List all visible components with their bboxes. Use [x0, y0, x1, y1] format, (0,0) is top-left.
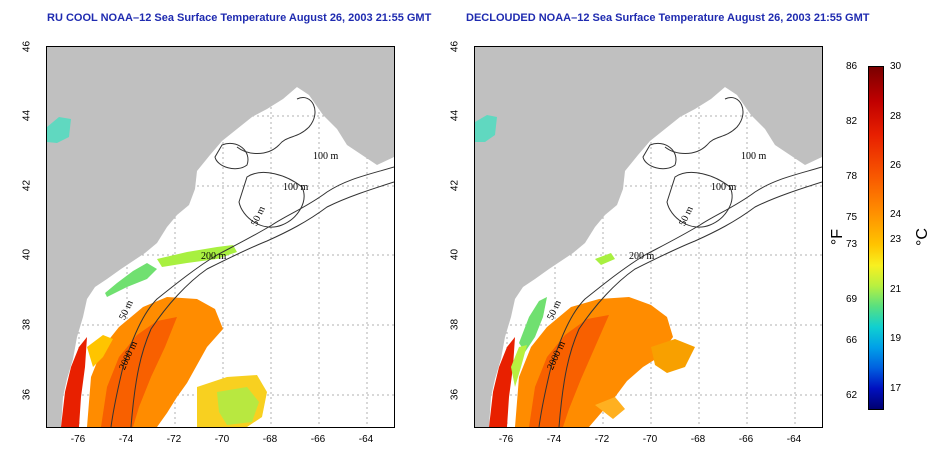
lat-label: 44: [449, 109, 461, 122]
right-sst-map: 100 m 100 m 50 m 200 m 50 m 2000 m: [474, 46, 823, 428]
f-tick: 73: [846, 239, 858, 250]
left-map-title: RU COOL NOAA–12 Sea Surface Temperature …: [47, 12, 432, 24]
celsius-unit-label: °C: [913, 228, 931, 246]
left-map-graphic: 100 m 100 m 50 m 200 m 50 m 2000 m: [47, 47, 394, 427]
lat-label: 42: [449, 179, 461, 192]
lat-label: 44: [21, 109, 33, 122]
lon-label: -64: [786, 434, 802, 445]
contour-label-100m-a: 100 m: [741, 151, 767, 162]
lat-label: 42: [21, 179, 33, 192]
contour-label-200m: 200 m: [629, 251, 655, 262]
c-tick: 24: [890, 209, 902, 220]
contour-label-50m-a: 50 m: [249, 204, 268, 227]
lon-label: -66: [310, 434, 326, 445]
f-tick: 62: [846, 390, 858, 401]
lon-label: -68: [690, 434, 706, 445]
f-tick: 66: [846, 335, 858, 346]
contour-label-100m-b: 100 m: [711, 182, 737, 193]
lon-label: -64: [358, 434, 374, 445]
left-sst-map: 100 m 100 m 50 m 200 m 50 m 2000 m: [46, 46, 395, 428]
land-mass: [47, 47, 394, 427]
f-tick: 86: [846, 61, 858, 72]
contour-label-200m: 200 m: [201, 251, 227, 262]
lon-label: -70: [642, 434, 658, 445]
contour-label-100m-b: 100 m: [283, 182, 309, 193]
fahrenheit-unit-label: °F: [829, 228, 847, 246]
c-tick: 17: [890, 383, 902, 394]
lat-label: 36: [449, 388, 461, 401]
c-tick: 19: [890, 333, 902, 344]
lat-label: 40: [21, 248, 33, 261]
lat-label: 36: [21, 388, 33, 401]
lon-label: -72: [166, 434, 182, 445]
c-tick: 28: [890, 111, 902, 122]
right-map-title: DECLOUDED NOAA–12 Sea Surface Temperatur…: [466, 12, 870, 24]
f-tick: 78: [846, 171, 858, 182]
right-map-graphic: 100 m 100 m 50 m 200 m 50 m 2000 m: [475, 47, 822, 427]
c-tick: 23: [890, 234, 902, 245]
temperature-colorbar: [868, 66, 884, 410]
f-tick: 69: [846, 294, 858, 305]
lat-label: 40: [449, 248, 461, 261]
c-tick: 30: [890, 61, 902, 72]
lat-label: 38: [21, 318, 33, 331]
lon-label: -76: [70, 434, 86, 445]
f-tick: 82: [846, 116, 858, 127]
lon-label: -66: [738, 434, 754, 445]
contour-label-50m-a: 50 m: [677, 204, 696, 227]
land-mass: [475, 47, 822, 427]
c-tick: 26: [890, 160, 902, 171]
contour-label-100m-a: 100 m: [313, 151, 339, 162]
lat-label: 38: [449, 318, 461, 331]
lon-label: -74: [118, 434, 134, 445]
c-tick: 21: [890, 284, 902, 295]
lon-label: -76: [498, 434, 514, 445]
lon-label: -72: [594, 434, 610, 445]
lon-label: -74: [546, 434, 562, 445]
lon-label: -68: [262, 434, 278, 445]
lon-label: -70: [214, 434, 230, 445]
lat-label: 46: [21, 40, 33, 53]
lat-label: 46: [449, 40, 461, 53]
f-tick: 75: [846, 212, 858, 223]
